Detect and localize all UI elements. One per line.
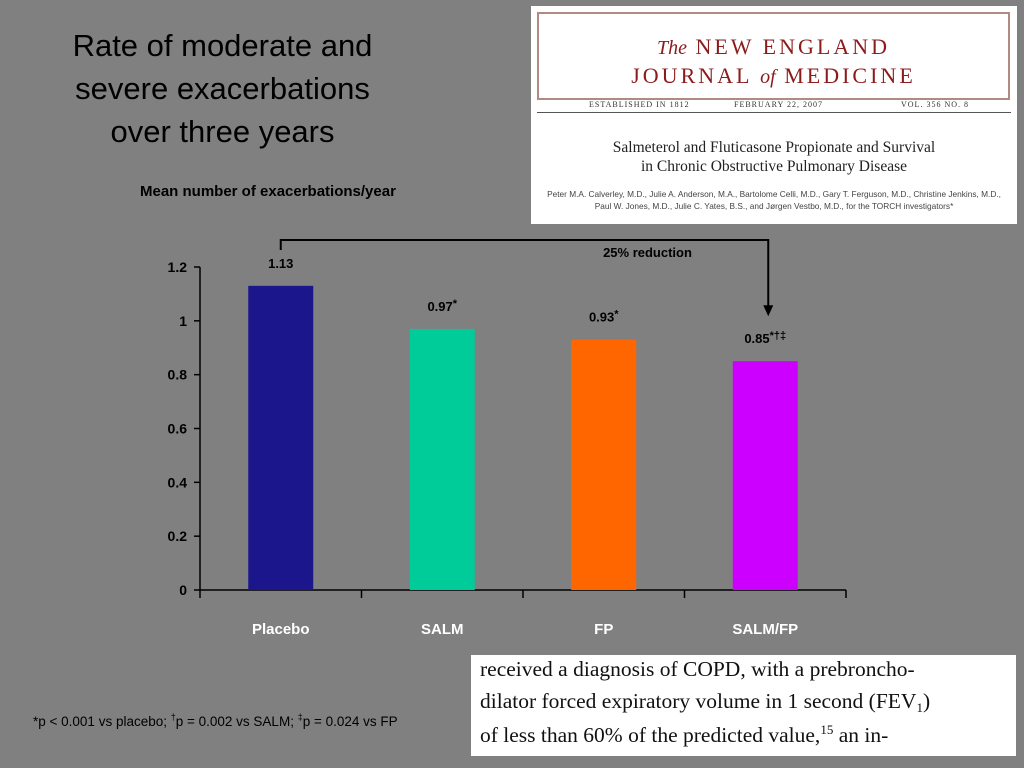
journal-header-image: The NEW ENGLAND JOURNAL of MEDICINE ESTA…: [531, 6, 1017, 224]
y-tick-label: 1: [179, 313, 187, 329]
journal-of: of: [760, 66, 776, 88]
footnote-text-fp: p = 0.024 vs FP: [302, 714, 398, 729]
journal-date: FEBRUARY 22, 2007: [734, 100, 823, 109]
article-title: Salmeterol and Fluticasone Propionate an…: [612, 139, 936, 175]
journal-medicine: MEDICINE: [784, 63, 916, 88]
bar-salm-fp: [732, 361, 798, 590]
excerpt-line-2-subscript: 1: [916, 700, 923, 715]
reduction-bracket: [279, 239, 770, 308]
excerpt-line-1: received a diagnosis of COPD, with a pre…: [480, 657, 915, 681]
journal-name-line2: JOURNAL of MEDICINE: [539, 63, 1008, 90]
data-label-significance-marks: *†‡: [770, 330, 787, 342]
reduction-arrowhead: [763, 305, 774, 317]
journal-established: ESTABLISHED IN 1812: [589, 100, 690, 109]
data-label: 0.93*: [589, 309, 619, 325]
data-label-value: 0.93: [589, 310, 614, 325]
data-label: 0.85*†‡: [744, 330, 786, 346]
bar-placebo: [248, 285, 314, 590]
excerpt-line-2-text: dilator forced expiratory volume in 1 se…: [480, 689, 917, 713]
journal-new-england: NEW ENGLAND: [695, 34, 890, 59]
data-label: 0.97*: [427, 298, 457, 314]
footnote-mark-double-dagger: ‡: [297, 712, 303, 722]
x-category-label: SALM/FP: [732, 621, 798, 638]
data-label: 1.13: [268, 256, 293, 271]
footnote-mark-asterisk: *: [33, 714, 39, 729]
data-label-value: 0.97: [427, 299, 452, 314]
x-category-label: FP: [594, 621, 613, 638]
data-label-significance-marks: *: [453, 298, 458, 310]
footnote-text-placebo: p < 0.001 vs placebo;: [38, 714, 171, 729]
bar-fp: [571, 339, 637, 590]
data-label-value: 1.13: [268, 256, 293, 271]
journal-masthead: The NEW ENGLAND JOURNAL of MEDICINE: [537, 12, 1010, 100]
x-category-label: Placebo: [252, 621, 310, 638]
bar-salm: [409, 328, 475, 590]
excerpt-line-3-tail: an in-: [833, 723, 889, 747]
article-authors: Peter M.A. Calverley, M.D., Julie A. And…: [547, 189, 1001, 211]
significance-footnote: *p < 0.001 vs placebo; †p = 0.002 vs SAL…: [33, 712, 398, 729]
excerpt-line-3-reference: 15: [820, 722, 834, 737]
y-tick-label: 1.2: [168, 259, 188, 275]
excerpt-line-3-text: of less than 60% of the predicted value,: [480, 723, 821, 747]
journal-the: The: [656, 37, 687, 59]
y-tick-label: 0: [179, 582, 187, 598]
chart-y-axis-label: Mean number of exacerbations/year: [140, 183, 396, 200]
journal-name-line1: The NEW ENGLAND: [539, 34, 1008, 61]
excerpt-line-2: dilator forced expiratory volume in 1 se…: [480, 689, 930, 716]
article-excerpt-image: received a diagnosis of COPD, with a pre…: [471, 655, 1016, 756]
excerpt-line-2-close: ): [922, 689, 931, 713]
y-tick-label: 0.8: [168, 367, 188, 383]
footnote-mark-dagger: †: [170, 712, 176, 722]
slide-title: Rate of moderate and severe exacerbation…: [72, 28, 373, 149]
y-tick-label: 0.6: [168, 421, 188, 437]
data-label-value: 0.85: [744, 331, 769, 346]
excerpt-line-3: of less than 60% of the predicted value,…: [480, 722, 888, 748]
footnote-text-salm: p = 0.002 vs SALM;: [175, 714, 298, 729]
journal-journal: JOURNAL: [631, 63, 752, 88]
x-category-label: SALM: [421, 621, 464, 638]
reduction-annotation: 25% reduction: [603, 245, 692, 260]
y-tick-label: 0.2: [168, 528, 188, 544]
journal-volume: VOL. 356 NO. 8: [901, 100, 969, 109]
journal-divider: [537, 112, 1011, 113]
data-label-significance-marks: *: [614, 309, 619, 321]
y-tick-label: 0.4: [168, 474, 188, 490]
